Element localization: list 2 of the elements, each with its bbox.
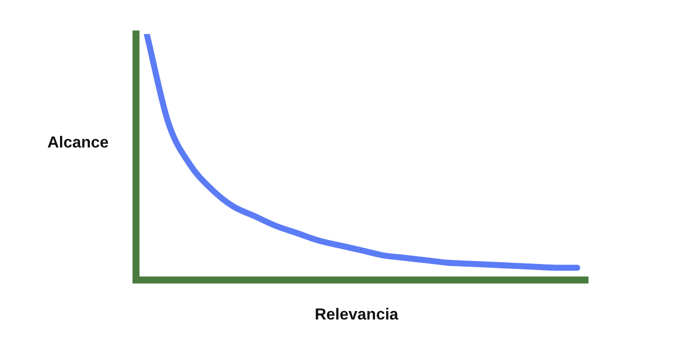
x-axis-title: Relevancia [314, 306, 398, 324]
y-axis-title: Alcance [47, 134, 109, 152]
